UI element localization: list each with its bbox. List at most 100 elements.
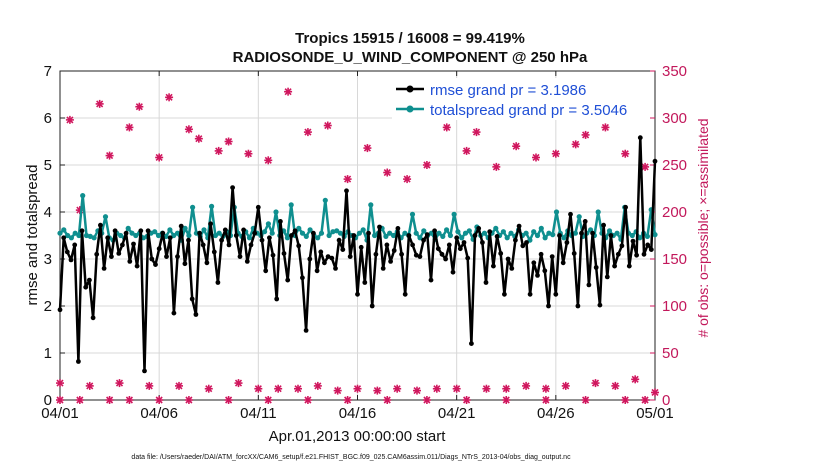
rmse-point bbox=[549, 254, 555, 259]
spread-point bbox=[413, 230, 419, 236]
rmse-point bbox=[579, 230, 584, 236]
rmse-point bbox=[233, 233, 239, 238]
rmse-point bbox=[278, 219, 283, 224]
rmse-point bbox=[450, 269, 456, 275]
rmse-series bbox=[57, 135, 658, 374]
obs-marker bbox=[56, 396, 64, 404]
spread-point bbox=[576, 214, 582, 220]
spread-point bbox=[201, 227, 207, 233]
y-axis-ticks: 0 1 2 3 4 5 6 7 bbox=[44, 63, 65, 409]
y-tick-label: 5 bbox=[44, 157, 52, 174]
rmse-point bbox=[623, 204, 628, 210]
spread-point bbox=[451, 211, 457, 217]
rmse-point bbox=[546, 303, 551, 309]
rmse-point bbox=[513, 237, 518, 243]
spread-point bbox=[174, 230, 181, 236]
obs-marker bbox=[502, 396, 511, 404]
rmse-point bbox=[226, 242, 232, 248]
spread-point bbox=[504, 235, 510, 241]
obs-marker bbox=[561, 381, 570, 390]
spread-point bbox=[167, 227, 173, 233]
rmse-point bbox=[72, 242, 78, 248]
rmse-point bbox=[314, 268, 320, 274]
spread-point bbox=[360, 227, 366, 233]
spread-point bbox=[409, 211, 416, 217]
obs-marker bbox=[65, 115, 74, 124]
rmse-point bbox=[472, 233, 478, 238]
rmse-point bbox=[424, 232, 430, 238]
spread-point bbox=[273, 209, 279, 215]
rmse-point bbox=[138, 228, 144, 234]
rmse-point bbox=[189, 296, 195, 302]
spread-point bbox=[466, 228, 472, 234]
obs-marker bbox=[214, 146, 223, 155]
spread-point bbox=[155, 232, 162, 239]
rmse-point bbox=[311, 230, 316, 236]
rmse-point bbox=[443, 256, 448, 262]
rmse-point bbox=[410, 242, 415, 248]
rmse-point bbox=[542, 268, 548, 274]
rmse-point bbox=[255, 204, 261, 210]
rmse-point bbox=[491, 263, 496, 269]
spread-point bbox=[542, 235, 548, 241]
rmse-point bbox=[145, 228, 151, 234]
obs-marker bbox=[492, 162, 501, 171]
rmse-point bbox=[380, 266, 386, 271]
rmse-point bbox=[204, 260, 210, 266]
rmse-point bbox=[388, 259, 393, 264]
rmse-point bbox=[149, 256, 155, 262]
rmse-point bbox=[307, 256, 313, 262]
rmse-point bbox=[156, 246, 162, 252]
spread-point bbox=[637, 235, 643, 241]
rmse-point bbox=[575, 303, 581, 309]
rmse-point bbox=[296, 243, 302, 249]
rmse-point bbox=[351, 233, 357, 238]
rmse-point bbox=[167, 235, 173, 241]
x-axis-ticks: 04/01 04/06 04/11 04/16 04/21 04/26 05/01 bbox=[41, 71, 674, 422]
rmse-point bbox=[127, 259, 133, 264]
right-y-tick-label: 0 bbox=[662, 392, 670, 409]
rmse-point bbox=[267, 235, 272, 241]
rmse-point bbox=[369, 303, 375, 309]
rmse-point bbox=[395, 226, 401, 231]
rmse-point bbox=[109, 254, 114, 259]
obs-marker bbox=[155, 396, 164, 404]
rmse-point bbox=[446, 242, 452, 248]
spread-point bbox=[553, 209, 560, 215]
right-y-tick-label: 50 bbox=[662, 345, 679, 362]
rmse-point bbox=[516, 223, 522, 229]
rmse-point bbox=[333, 266, 338, 271]
rmse-point bbox=[590, 230, 595, 236]
obs-marker bbox=[56, 379, 64, 388]
obs-marker bbox=[621, 396, 630, 404]
spread-point bbox=[444, 227, 450, 233]
obs-marker bbox=[343, 175, 352, 184]
x-tick-label: 05/01 bbox=[636, 405, 674, 422]
obs-marker bbox=[522, 381, 531, 390]
rmse-point bbox=[98, 222, 103, 228]
spread-point bbox=[315, 235, 321, 241]
rmse-point bbox=[105, 235, 111, 241]
rmse-point bbox=[57, 307, 63, 313]
rmse-point bbox=[120, 242, 125, 248]
spread-point bbox=[326, 232, 332, 239]
rmse-point bbox=[465, 255, 471, 261]
spread-point bbox=[572, 230, 579, 236]
obs-marker bbox=[313, 381, 322, 390]
rmse-point bbox=[208, 221, 214, 227]
obs-marker bbox=[105, 151, 114, 160]
obs-marker bbox=[581, 396, 590, 404]
rmse-point bbox=[439, 251, 445, 257]
spread-point bbox=[368, 202, 374, 208]
spread-point bbox=[493, 225, 499, 231]
rmse-point bbox=[252, 230, 258, 236]
spread-point bbox=[402, 230, 408, 236]
y-tick-label: 3 bbox=[44, 251, 52, 268]
obs-marker bbox=[631, 375, 640, 384]
obs-marker bbox=[264, 396, 273, 404]
rmse-point bbox=[219, 237, 225, 243]
obs-marker bbox=[403, 175, 412, 184]
rmse-point bbox=[79, 228, 85, 234]
obs-marker bbox=[254, 384, 263, 393]
